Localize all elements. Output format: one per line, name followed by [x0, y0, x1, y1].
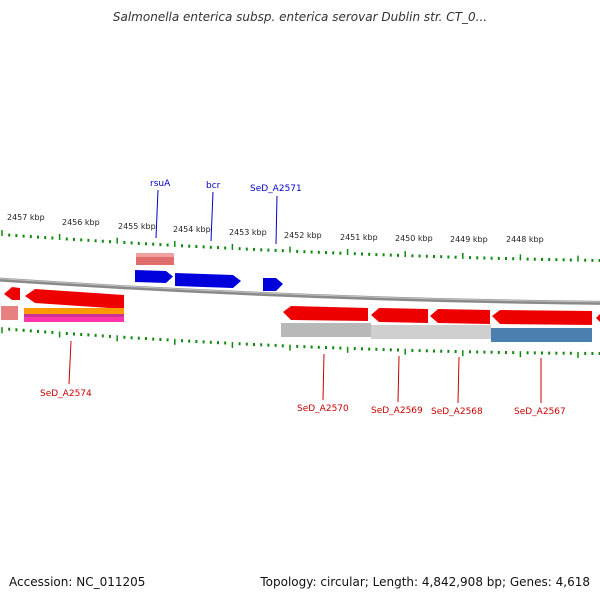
- kbp-label: 2454 kbp: [173, 225, 211, 234]
- forward-gene-bcr[interactable]: [175, 273, 241, 288]
- feature-track: [371, 325, 491, 339]
- forward-gene-sed-a2571[interactable]: [263, 278, 283, 291]
- map-title: Salmonella enterica subsp. enterica sero…: [112, 10, 488, 24]
- genome-backbone: [0, 277, 600, 305]
- gene-callout-sed-a2568[interactable]: SeD_A2568: [431, 356, 483, 417]
- gene-callout-bcr[interactable]: bcr: [206, 181, 221, 242]
- feature-track: [24, 308, 124, 314]
- reverse-gene-sed-a2574[interactable]: [25, 289, 124, 309]
- gene-callout-rsua[interactable]: rsuA: [150, 179, 171, 239]
- accession-text: Accession: NC_011205: [9, 575, 146, 589]
- gene-label: SeD_A2569: [371, 406, 423, 416]
- gene-label: rsuA: [150, 179, 171, 189]
- kbp-label: 2457 kbp: [7, 213, 45, 222]
- gene-callout-sed-a2569[interactable]: SeD_A2569: [371, 355, 423, 416]
- reverse-gene[interactable]: [4, 287, 20, 300]
- reverse-gene-sed-a2570[interactable]: [283, 306, 368, 321]
- gene-label: SeD_A2574: [40, 389, 92, 399]
- outer-tick-row: [1, 230, 600, 262]
- gene-callout-sed-a2571[interactable]: SeD_A2571: [250, 184, 302, 245]
- reverse-gene-sed-a2569[interactable]: [371, 308, 428, 323]
- genome-summary-text: Topology: circular; Length: 4,842,908 bp…: [260, 575, 590, 589]
- kbp-label: 2453 kbp: [229, 228, 267, 237]
- kbp-label: 2456 kbp: [62, 218, 100, 227]
- feature-track: [491, 328, 592, 342]
- feature-track: [1, 306, 18, 320]
- kbp-label: 2451 kbp: [340, 233, 378, 242]
- gene-label: SeD_A2570: [297, 404, 349, 414]
- gene-label: SeD_A2568: [431, 407, 483, 417]
- gene-callout-sed-a2570[interactable]: SeD_A2570: [297, 353, 349, 414]
- kbp-label: 2448 kbp: [506, 235, 544, 244]
- gene-label: bcr: [206, 181, 221, 191]
- kbp-label: 2450 kbp: [395, 234, 433, 243]
- gene-label: SeD_A2571: [250, 184, 302, 194]
- kbp-label: 2455 kbp: [118, 222, 156, 231]
- forward-gene-rsua[interactable]: [135, 270, 173, 283]
- feature-track: [281, 323, 371, 337]
- inner-tick-row: [1, 327, 600, 358]
- kbp-label: 2452 kbp: [284, 231, 322, 240]
- kbp-label: 2449 kbp: [450, 235, 488, 244]
- reverse-gene[interactable]: [596, 312, 600, 324]
- reverse-gene-sed-a2567[interactable]: [492, 310, 592, 325]
- gene-label: SeD_A2567: [514, 407, 566, 417]
- gene-callout-sed-a2574[interactable]: SeD_A2574: [40, 340, 92, 399]
- gene-callout-sed-a2567[interactable]: SeD_A2567: [514, 358, 566, 417]
- reverse-gene-sed-a2568[interactable]: [430, 309, 490, 324]
